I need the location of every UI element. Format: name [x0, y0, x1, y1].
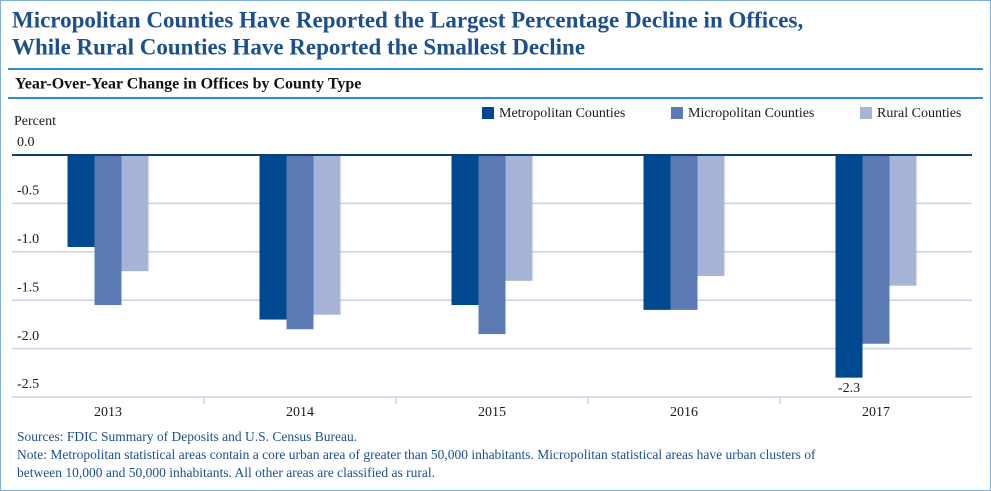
bar — [862, 155, 890, 344]
x-tick-label: 2015 — [478, 405, 506, 420]
bar — [835, 155, 863, 378]
x-tick-label: 2017 — [862, 405, 890, 420]
bar — [67, 155, 95, 247]
chart-subtitle: Year-Over-Year Change in Offices by Coun… — [15, 76, 361, 93]
chart-title: While Rural Counties Have Reported the S… — [12, 34, 585, 59]
y-tick-label: -2.0 — [17, 329, 39, 344]
data-label: -2.3 — [838, 381, 860, 396]
y-tick-label: 0.0 — [17, 135, 35, 150]
note: between 10,000 and 50,000 inhabitants. A… — [17, 465, 435, 480]
legend-swatch — [671, 107, 683, 119]
legend-swatch — [482, 107, 494, 119]
bar — [286, 155, 314, 330]
bar — [670, 155, 698, 310]
bar — [478, 155, 506, 335]
legend-label: Rural Counties — [877, 106, 961, 121]
bar — [889, 155, 917, 286]
y-tick-label: -0.5 — [17, 184, 39, 199]
source-note: Sources: FDIC Summary of Deposits and U.… — [17, 429, 357, 444]
bar — [451, 155, 479, 306]
x-tick-label: 2016 — [670, 405, 698, 420]
y-tick-label: -2.5 — [17, 377, 39, 392]
bar — [505, 155, 533, 281]
bar — [94, 155, 122, 306]
x-tick-label: 2014 — [286, 405, 314, 420]
chart-title: Micropolitan Counties Have Reported the … — [12, 7, 803, 32]
y-axis-label: Percent — [14, 114, 56, 129]
y-tick-label: -1.0 — [17, 232, 39, 247]
bar — [313, 155, 341, 315]
note: Note: Metropolitan statistical areas con… — [17, 447, 816, 462]
legend-label: Metropolitan Counties — [499, 106, 625, 121]
x-tick-label: 2013 — [94, 405, 122, 420]
bar — [259, 155, 287, 320]
y-tick-label: -1.5 — [17, 280, 39, 295]
bar — [643, 155, 671, 310]
legend-swatch — [860, 107, 872, 119]
bar — [697, 155, 725, 276]
bar — [121, 155, 149, 272]
legend-label: Micropolitan Counties — [688, 106, 814, 121]
